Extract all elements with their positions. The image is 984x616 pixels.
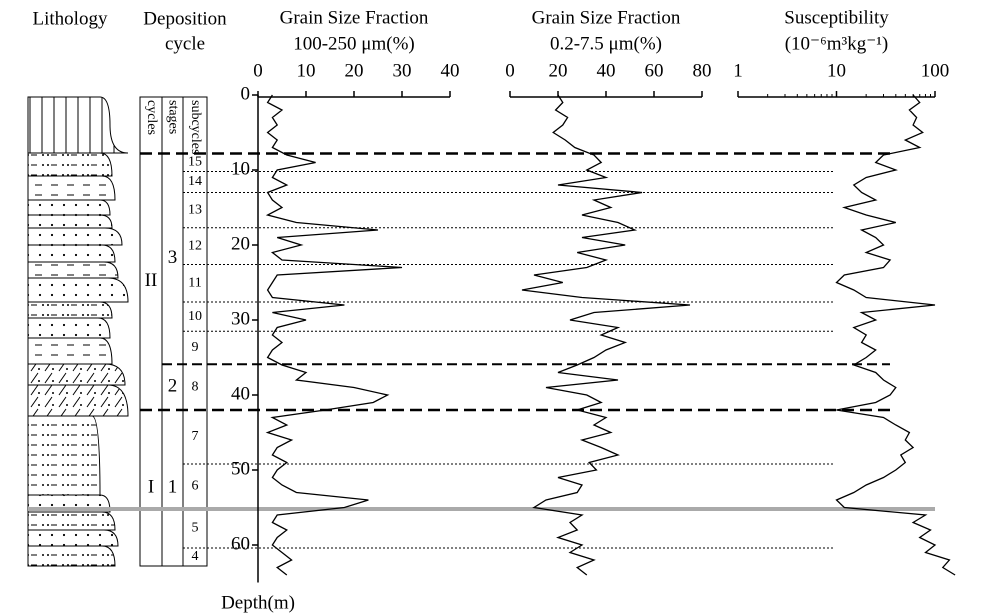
x-tick-label: 80	[693, 60, 712, 81]
y-tick-label: 0	[241, 83, 251, 104]
subcycle-label: 11	[188, 275, 201, 290]
stage-label: 2	[168, 375, 178, 396]
deposition-header: cycle	[165, 33, 205, 54]
cycle-label: I	[148, 476, 154, 497]
cycle-label: II	[145, 270, 158, 291]
lithology-header: Lithology	[33, 8, 108, 29]
column-header: cycles	[144, 100, 159, 135]
panel-subtitle: (10⁻⁶m³kg⁻¹)	[785, 33, 889, 54]
subcycle-label: 8	[192, 379, 199, 394]
subcycle-label: 12	[188, 238, 202, 253]
subcycle-label: 7	[192, 429, 199, 444]
x-tick-label: 40	[441, 60, 460, 81]
profile-line	[265, 94, 403, 576]
x-tick-label: 1	[733, 60, 743, 81]
subcycle-label: 5	[192, 521, 199, 536]
panel-subtitle: 0.2-7.5 μm(%)	[550, 33, 662, 54]
y-tick-label: 60	[231, 533, 250, 554]
x-tick-label: 30	[393, 60, 412, 81]
subcycle-label: 9	[192, 340, 199, 355]
stage-label: 1	[168, 476, 178, 497]
y-tick-label: 20	[231, 233, 250, 254]
x-tick-label: 100	[921, 60, 950, 81]
y-tick-label: 30	[231, 308, 250, 329]
y-tick-label: 10	[231, 158, 250, 179]
panel-subtitle: 100-250 μm(%)	[293, 33, 415, 54]
y-tick-label: 50	[231, 458, 250, 479]
profile-line	[521, 94, 691, 576]
x-tick-label: 40	[597, 60, 616, 81]
panel-title: Grain Size Fraction	[532, 7, 681, 28]
lithology-column	[27, 96, 129, 567]
subcycle-label: 6	[192, 479, 199, 494]
subcycle-label: 4	[192, 549, 199, 564]
depth-label: Depth(m)	[221, 592, 295, 613]
subcycle-label: 13	[188, 202, 202, 217]
x-tick-label: 10	[297, 60, 316, 81]
subcycle-label: 10	[188, 309, 202, 324]
x-tick-label: 20	[549, 60, 568, 81]
column-header: subcycles	[188, 100, 203, 154]
deposition-header: Deposition	[143, 8, 227, 29]
panel-title: Grain Size Fraction	[280, 7, 429, 28]
x-tick-label: 0	[253, 60, 263, 81]
panel-title: Susceptibility	[784, 7, 889, 28]
y-tick-label: 40	[231, 383, 250, 404]
subcycle-label: 14	[188, 174, 202, 189]
x-tick-label: 10	[827, 60, 846, 81]
profile-line	[835, 94, 956, 576]
x-tick-label: 0	[505, 60, 515, 81]
x-tick-label: 60	[645, 60, 664, 81]
stage-label: 3	[168, 247, 178, 268]
column-header: stages	[165, 100, 180, 134]
x-tick-label: 20	[345, 60, 364, 81]
subcycle-label: 15	[188, 155, 202, 170]
